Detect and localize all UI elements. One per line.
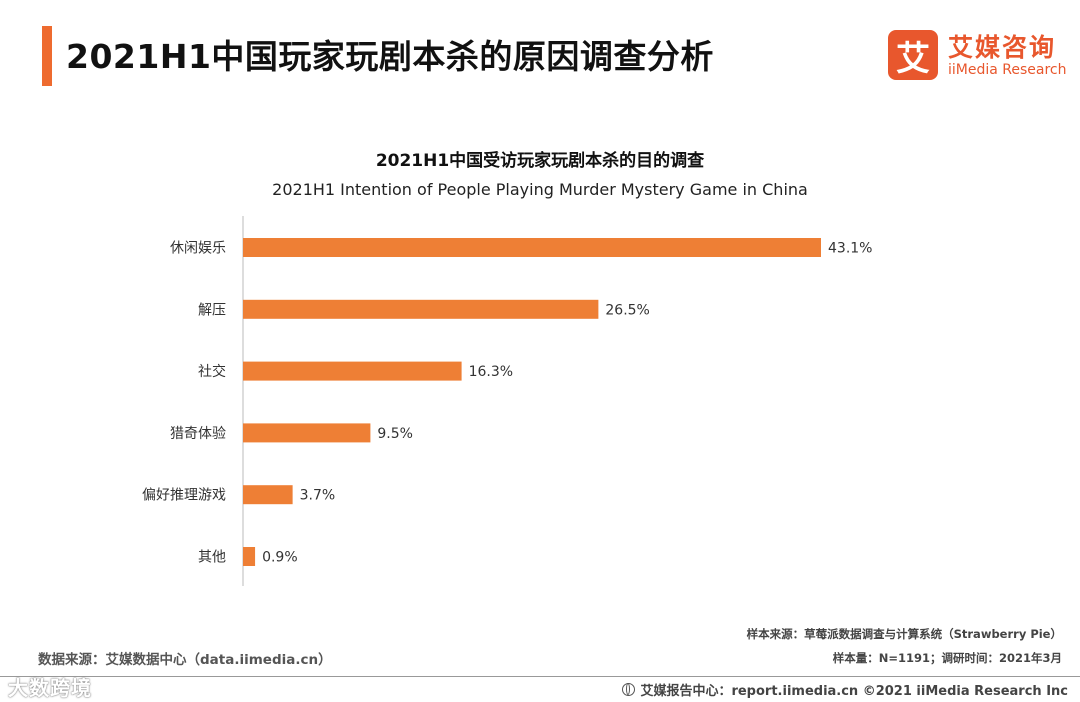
category-label: 休闲娱乐 bbox=[170, 241, 226, 257]
chart-title: 2021H1中国受访玩家玩剧本杀的目的调查 bbox=[375, 151, 705, 171]
page-title: 2021H1中国玩家玩剧本杀的原因调查分析 bbox=[66, 37, 714, 76]
data-label: 26.5% bbox=[605, 302, 649, 318]
data-label: 43.1% bbox=[828, 241, 872, 257]
globe-icon bbox=[622, 683, 636, 696]
watermark: 大数跨境 bbox=[8, 676, 92, 700]
sample-size: 样本量：N=1191；调研时间：2021年3月 bbox=[832, 651, 1062, 665]
brand-logo: 艾 艾媒咨询 iiMedia Research bbox=[888, 30, 1068, 84]
bar bbox=[243, 361, 462, 381]
logo-mark-icon: 艾 bbox=[888, 30, 938, 80]
title-accent-bar bbox=[42, 26, 52, 86]
logo-name-cn: 艾媒咨询 bbox=[948, 33, 1057, 62]
category-label: 猎奇体验 bbox=[170, 425, 226, 442]
data-label: 16.3% bbox=[469, 364, 513, 380]
data-label: 3.7% bbox=[300, 488, 336, 504]
data-label: 9.5% bbox=[377, 426, 413, 442]
footer-text: 艾媒报告中心：report.iimedia.cn ©2021 iiMedia R… bbox=[640, 684, 1068, 699]
logo-name-en: iiMedia Research bbox=[948, 62, 1067, 78]
bar bbox=[243, 299, 599, 319]
footer: 艾媒报告中心：report.iimedia.cn ©2021 iiMedia R… bbox=[622, 680, 1068, 699]
chart-subtitle: 2021H1 Intention of People Playing Murde… bbox=[272, 180, 808, 199]
bar bbox=[243, 547, 256, 566]
category-label: 其他 bbox=[198, 550, 226, 566]
category-label: 偏好推理游戏 bbox=[142, 488, 226, 504]
footer-divider bbox=[0, 676, 1080, 677]
bar bbox=[243, 423, 371, 443]
data-label: 0.9% bbox=[262, 550, 298, 566]
bar bbox=[243, 238, 821, 257]
sample-source: 样本来源：草莓派数据调查与计算系统（Strawberry Pie） bbox=[746, 627, 1062, 641]
category-label: 社交 bbox=[198, 363, 226, 380]
bar bbox=[243, 485, 293, 505]
data-source: 数据来源：艾媒数据中心（data.iimedia.cn） bbox=[38, 652, 332, 668]
category-label: 解压 bbox=[198, 302, 226, 318]
